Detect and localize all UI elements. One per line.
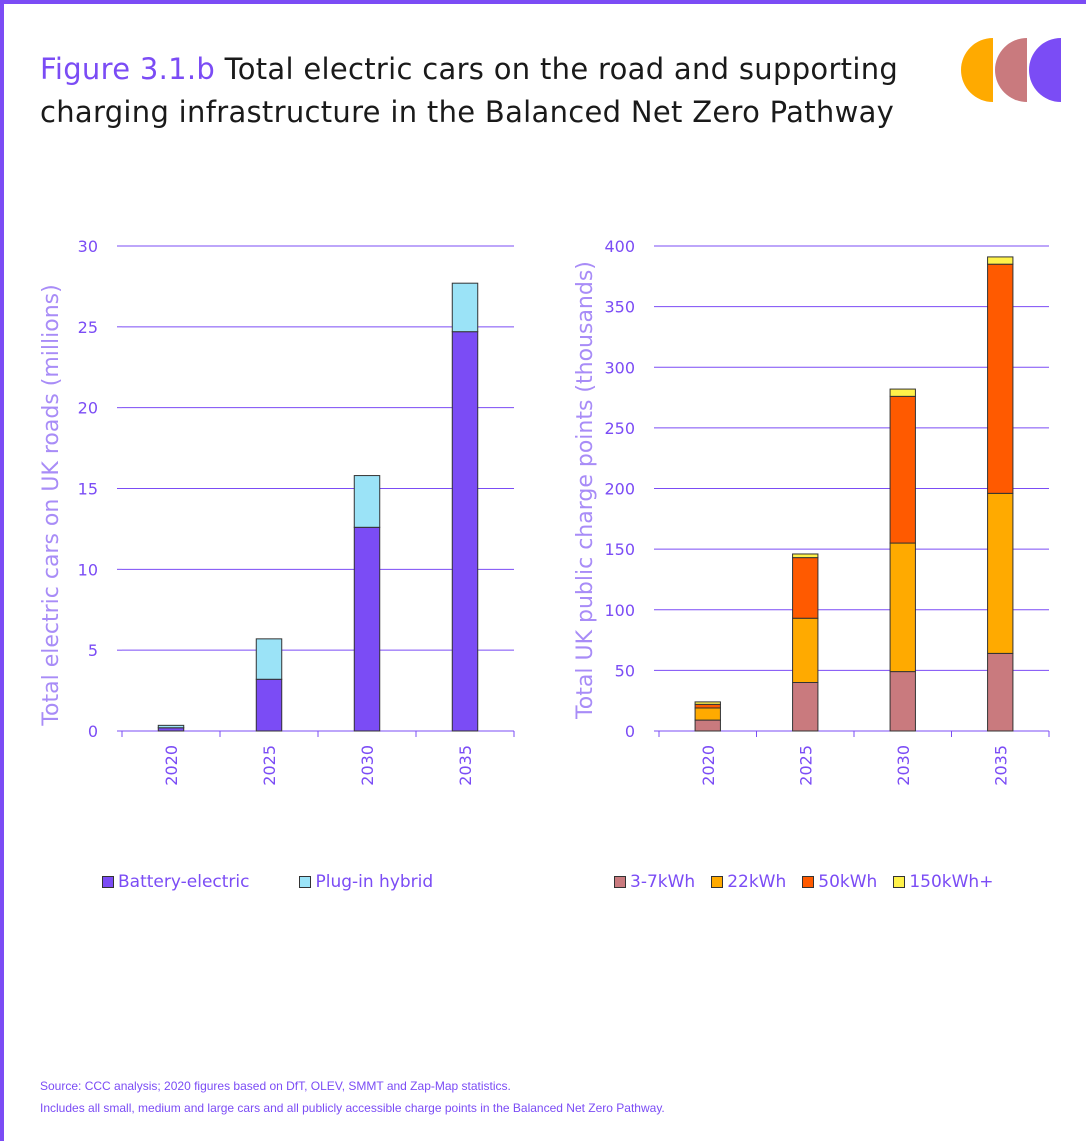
ccc-logo: [961, 38, 1061, 102]
x-tick-label: 2025: [260, 745, 279, 786]
source-note: Source: CCC analysis; 2020 figures based…: [40, 1075, 665, 1119]
bar-150kwh--2035: [987, 256, 1014, 265]
legend-label: Battery-electric: [118, 872, 250, 892]
bar-150kwh--2020: [694, 701, 721, 705]
y-tick-label: 300: [604, 358, 635, 377]
legend-item: 50kWh: [802, 872, 877, 892]
figure-label: Figure 3.1.b: [40, 52, 216, 86]
x-tick-label: 2025: [796, 745, 815, 786]
logo-half-circle-orange: [961, 38, 993, 102]
bar-plug-in-hybrid-2030: [353, 475, 381, 528]
bar-50kwh-2025: [792, 557, 819, 619]
bar-battery-electric-2025: [255, 678, 283, 732]
legend-cars: Battery-electric Plug-in hybrid: [102, 872, 433, 892]
y-tick-label: 50: [615, 661, 635, 680]
bar-plug-in-hybrid-2025: [255, 638, 283, 680]
x-tick-label: 2020: [699, 745, 718, 786]
bar-150kwh--2025: [792, 553, 819, 559]
legend-charge-points: 3-7kWh 22kWh 50kWh 150kWh+: [614, 872, 993, 892]
bar-22kwh-2030: [889, 542, 916, 673]
bar-3-7kwh-2020: [694, 719, 721, 732]
x-tick-label: 2035: [456, 745, 475, 786]
legend-swatch: [614, 876, 626, 888]
legend-label: 150kWh+: [909, 872, 994, 892]
bar-50kwh-2035: [987, 263, 1014, 494]
bar-3-7kwh-2035: [987, 652, 1014, 732]
bar-battery-electric-2030: [353, 526, 381, 732]
y-tick-label: 15: [78, 480, 98, 499]
y-tick-label: 250: [604, 419, 635, 438]
bar-plug-in-hybrid-2035: [451, 282, 479, 333]
legend-label: 22kWh: [727, 872, 787, 892]
legend-label: 50kWh: [818, 872, 878, 892]
logo-half-circle-rose: [995, 38, 1027, 102]
legend-item: Battery-electric: [102, 872, 249, 892]
y-tick-label: 350: [604, 298, 635, 317]
y-tick-label: 10: [78, 560, 98, 579]
y-tick-label: 25: [78, 318, 98, 337]
source-line-1: Source: CCC analysis; 2020 figures based…: [40, 1079, 511, 1093]
bar-22kwh-2025: [792, 617, 819, 683]
bar-3-7kwh-2025: [792, 682, 819, 732]
bar-plug-in-hybrid-2020: [157, 724, 185, 729]
y-tick-label: 200: [604, 480, 635, 499]
legend-swatch: [299, 876, 312, 888]
figure-title-text: Total electric cars on the road and supp…: [40, 52, 899, 129]
legend-swatch: [102, 876, 114, 888]
bar-22kwh-2020: [694, 707, 721, 721]
y-tick-label: 5: [88, 641, 98, 660]
y-tick-label: 20: [78, 399, 98, 418]
y-tick-label: 400: [604, 237, 635, 256]
legend-label: Plug-in hybrid: [315, 872, 434, 892]
figure-title: Figure 3.1.b Total electric cars on the …: [40, 48, 920, 134]
legend-item: 3-7kWh: [614, 872, 695, 892]
legend-swatch: [893, 876, 906, 888]
bar-50kwh-2030: [889, 395, 916, 544]
bar-battery-electric-2035: [451, 331, 479, 732]
y-tick-label: 30: [78, 237, 98, 256]
legend-label: 3-7kWh: [630, 872, 696, 892]
legend-swatch: [711, 876, 724, 888]
y-tick-label: 150: [604, 540, 635, 559]
bar-22kwh-2035: [987, 492, 1014, 654]
legend-item: 150kWh+: [893, 872, 993, 892]
bar-150kwh--2030: [889, 388, 916, 397]
y-tick-label: 100: [604, 601, 635, 620]
logo-half-circle-purple: [1029, 38, 1061, 102]
x-tick-label: 2020: [162, 745, 181, 786]
bar-50kwh-2020: [694, 703, 721, 709]
x-tick-label: 2035: [991, 745, 1010, 786]
x-tick-label: 2030: [358, 745, 377, 786]
legend-item: 22kWh: [711, 872, 786, 892]
y-tick-label: 0: [88, 722, 98, 741]
x-tick-label: 2030: [894, 745, 913, 786]
y-axis-title: Total UK public charge points (thousands…: [573, 261, 598, 720]
bar-3-7kwh-2030: [889, 671, 916, 732]
chart-1: 0 50 100 150 200 250 300 350 400 2020 2025 2030 2035…: [573, 237, 1050, 786]
legend-swatch: [802, 876, 815, 888]
y-tick-label: 0: [625, 722, 635, 741]
source-line-2: Includes all small, medium and large car…: [40, 1101, 665, 1115]
legend-item: Plug-in hybrid: [299, 872, 433, 892]
y-axis-title: Total electric cars on UK roads (million…: [39, 284, 64, 726]
